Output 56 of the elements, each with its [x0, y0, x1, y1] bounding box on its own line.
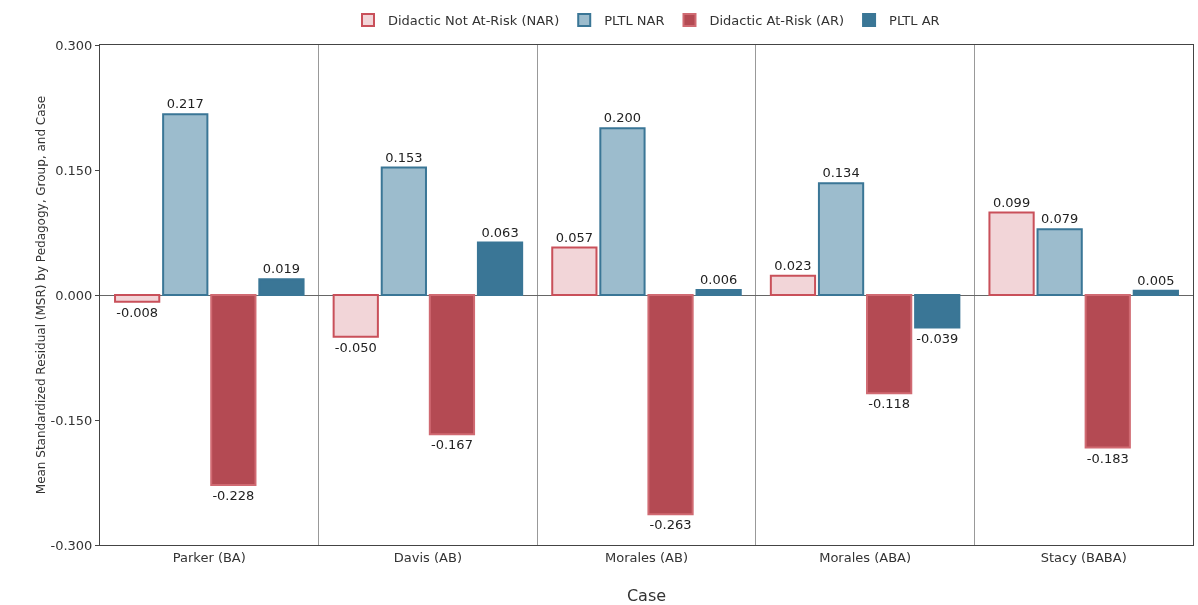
bar: [210, 294, 257, 486]
data-label: -0.228: [212, 488, 255, 503]
x-axis-title: Case: [626, 586, 667, 605]
data-label: 0.057: [555, 229, 593, 245]
bar: [647, 294, 694, 516]
bar: [988, 211, 1035, 296]
x-tick-label: Davis (AB): [393, 549, 462, 565]
bar: [162, 113, 209, 296]
x-tick-label: Morales (ABA): [819, 549, 912, 565]
bar: [114, 294, 161, 303]
data-label: 0.005: [1137, 272, 1175, 288]
data-label: 0.063: [481, 224, 519, 240]
data-label: -0.008: [116, 304, 159, 320]
data-label: 0.079: [1041, 211, 1079, 227]
y-tick-label: -0.150: [50, 412, 93, 428]
data-label: 0.023: [774, 257, 812, 273]
data-label: 0.217: [166, 96, 204, 112]
data-label: -0.167: [430, 437, 473, 453]
bar: [769, 274, 817, 296]
data-label: -0.118: [868, 396, 911, 412]
data-label: -0.039: [916, 330, 959, 346]
bar: [599, 127, 646, 296]
y-axis-title: Mean Standardized Residual (MSR) by Pedagogy, Group, and Case: [34, 95, 49, 495]
bar: [258, 278, 305, 296]
bar: [476, 241, 524, 296]
bar: [1084, 294, 1131, 449]
y-tick-label: 0.150: [55, 162, 93, 178]
bar: [914, 294, 961, 329]
x-tick-label: Stacy (BABA): [1040, 549, 1127, 565]
legend-label: PLTL AR: [889, 13, 940, 29]
bar: [1132, 289, 1179, 296]
data-label: -0.050: [334, 339, 377, 355]
data-label: 0.200: [603, 110, 642, 126]
bar: [551, 246, 598, 296]
bar: [332, 294, 379, 338]
data-label: -0.183: [1086, 450, 1129, 466]
bar: [380, 166, 427, 296]
data-label: 0.153: [385, 149, 423, 165]
bar: [817, 182, 865, 296]
x-tick-label: Parker (BA): [172, 549, 246, 565]
y-tick-label: 0.000: [55, 287, 93, 303]
data-label: 0.099: [992, 194, 1031, 210]
y-tick-label: -0.300: [50, 537, 93, 553]
bar: [866, 294, 913, 395]
bar: [428, 294, 476, 436]
bar: [1036, 228, 1083, 296]
legend-label: PLTL NAR: [604, 13, 665, 29]
data-label: -0.263: [649, 517, 692, 533]
data-label: 0.134: [822, 165, 860, 181]
bar: [695, 289, 742, 296]
data-label: 0.019: [262, 261, 301, 277]
legend-label: Didactic Not At-Risk (NAR): [388, 13, 560, 29]
y-tick-label: 0.300: [55, 37, 93, 53]
legend-label: Didactic At-Risk (AR): [709, 13, 845, 29]
x-tick-label: Morales (AB): [605, 549, 688, 565]
data-label: 0.006: [700, 272, 738, 287]
